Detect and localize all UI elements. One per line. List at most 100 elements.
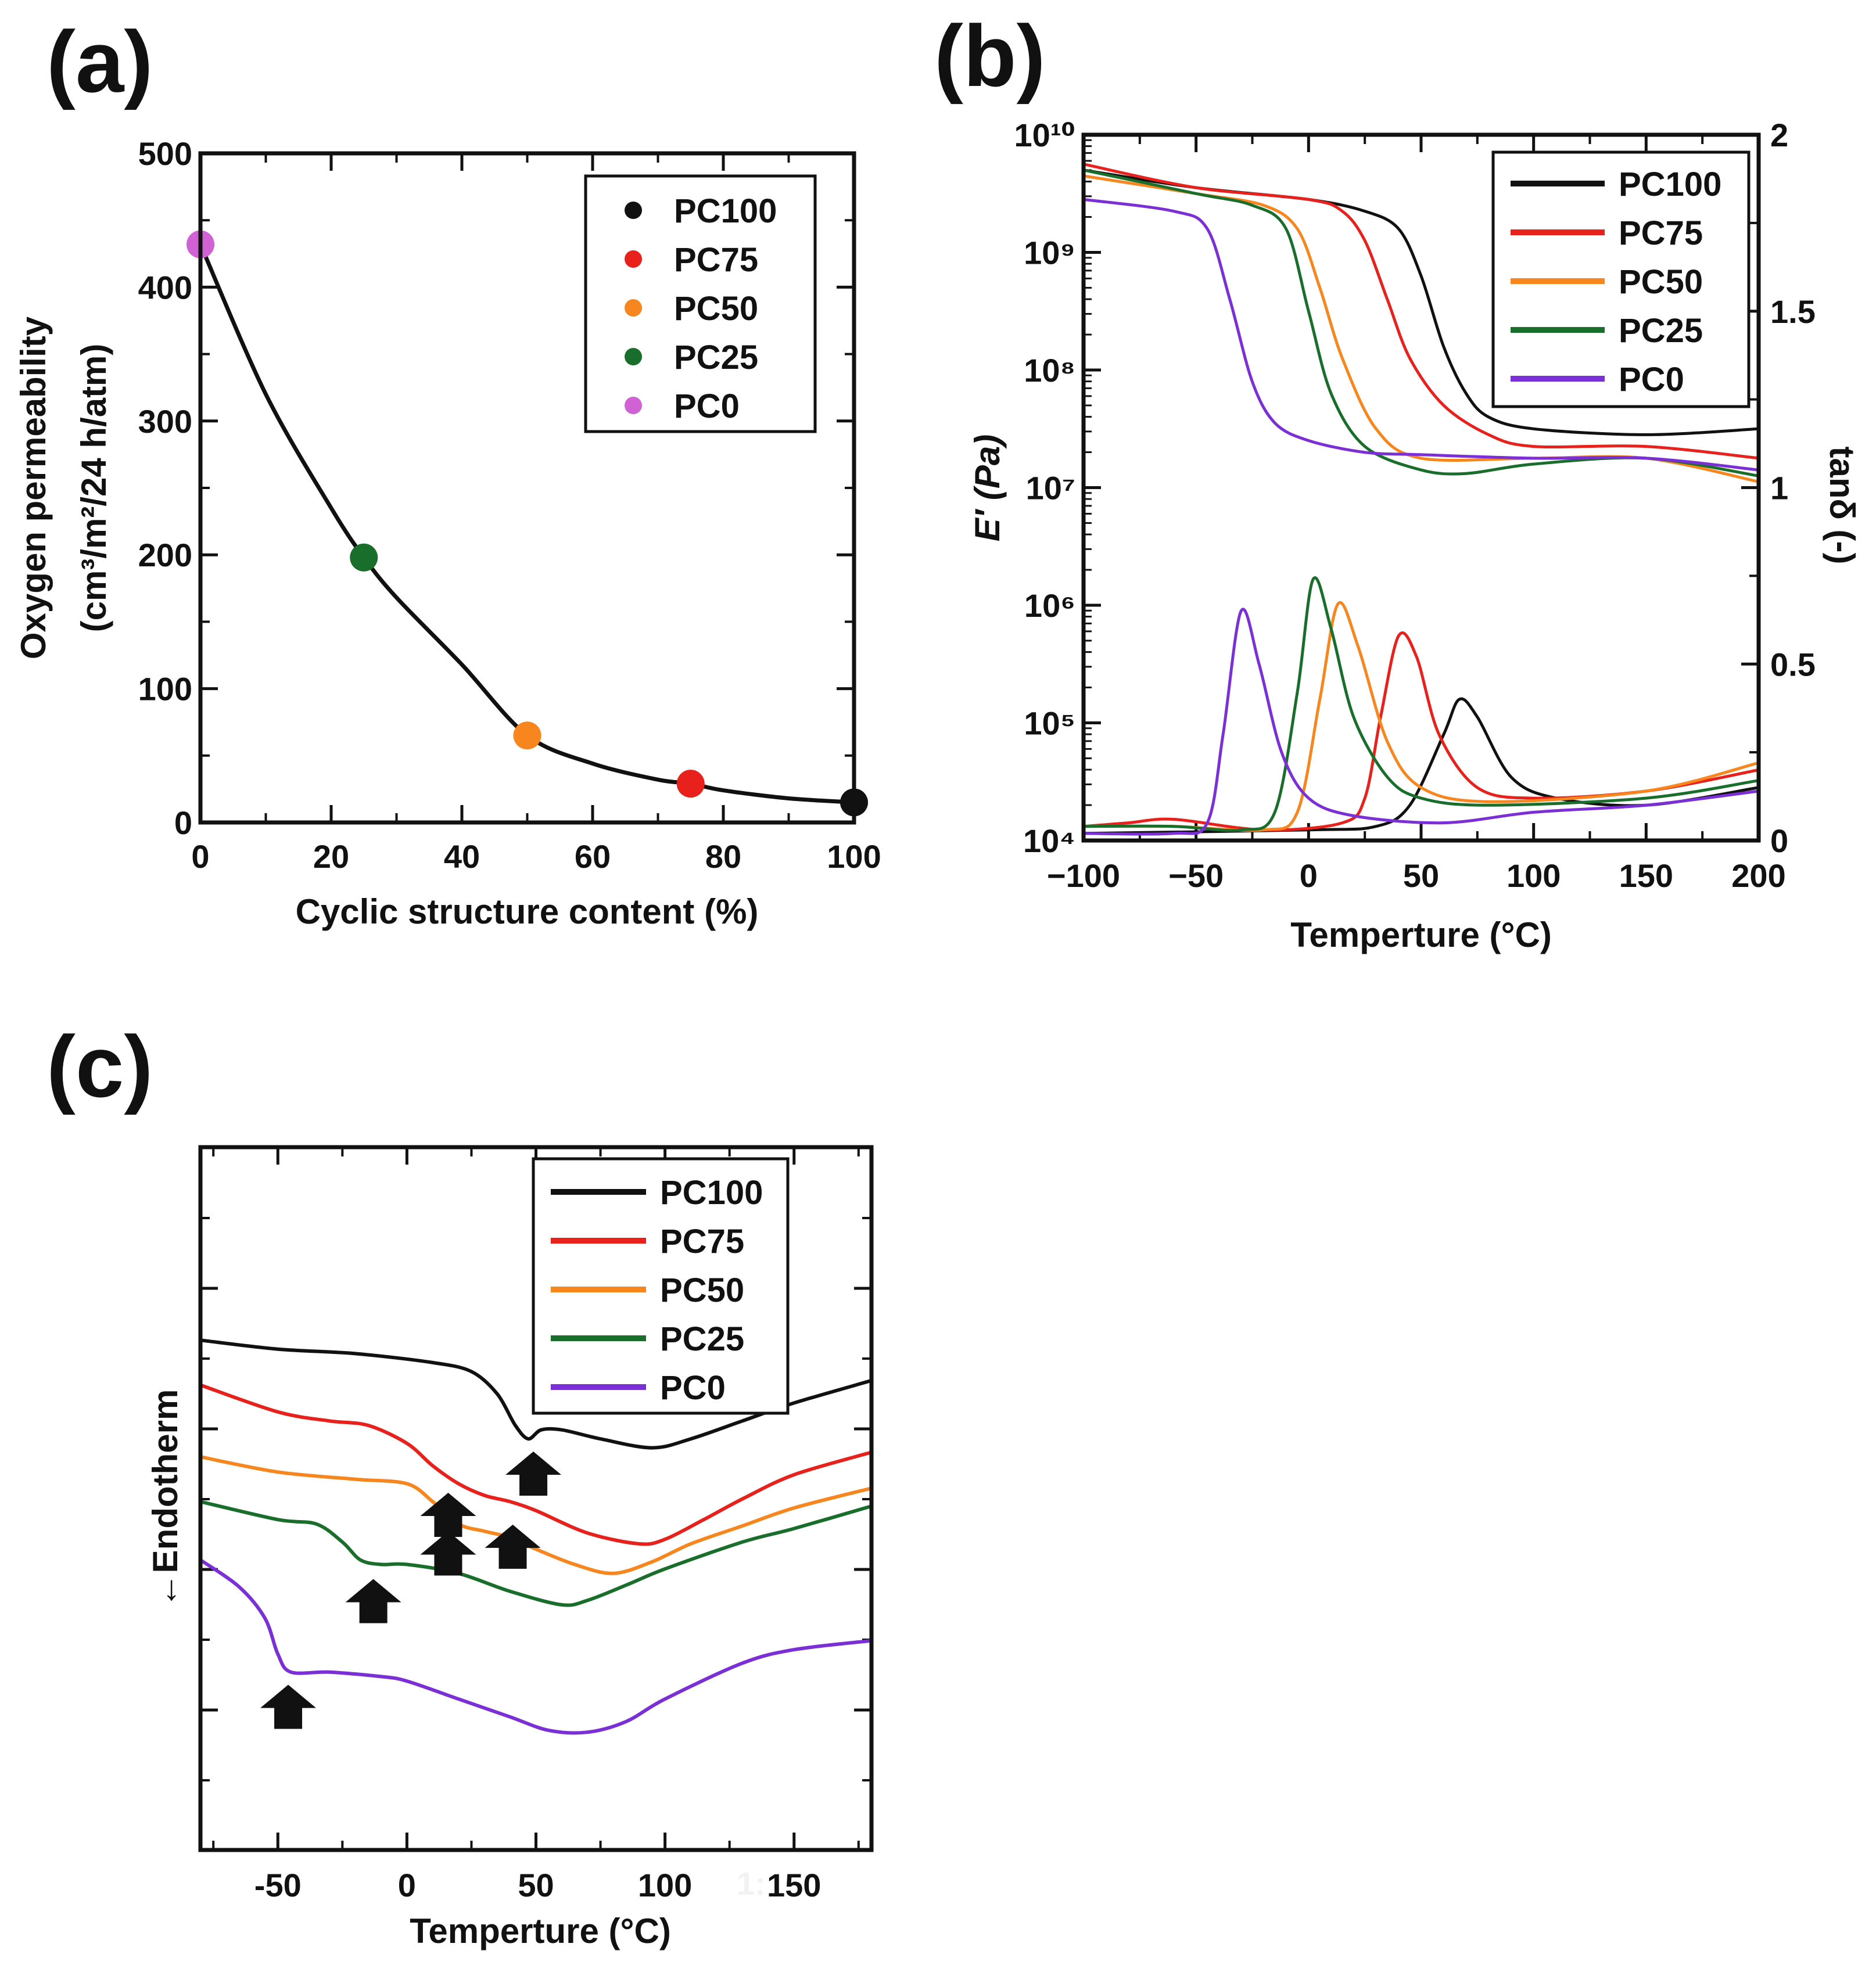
panel-c-legend-label-pc0: PC0 (660, 1369, 726, 1407)
panel-b-modulus-pc75 (1083, 163, 1759, 460)
panel-a-legend-marker-pc25 (625, 348, 642, 365)
panel-b-xtick-label: −100 (1047, 857, 1120, 894)
panel-b-legend-label-pc25: PC25 (1619, 312, 1703, 350)
panel-a-ytick-label: 100 (138, 671, 192, 707)
panel-a-legend-label-pc50: PC50 (674, 290, 758, 328)
panel-c-legend-items: PC100 PC75 PC50 PC25 PC0 (551, 1174, 763, 1407)
panel-c-legend-label-pc75: PC75 (660, 1223, 744, 1260)
panel-b-legend-label-pc50: PC50 (1619, 263, 1703, 301)
panel-a-ytick-label: 400 (138, 269, 192, 306)
panel-c-legend: PC100 PC75 PC50 PC25 PC0 (532, 1157, 790, 1415)
panel-c-trace-pc100 (200, 1338, 872, 1450)
panel-c-trace-pc75 (200, 1383, 872, 1546)
panel-a-xtick-label: 100 (827, 838, 881, 875)
panel-a-legend-label-pc75: PC75 (674, 241, 758, 279)
panel-b-xtick-label: 200 (1731, 857, 1785, 894)
panel-b-tick-labels: −100 −50 0 50 100 150 200 10⁴ 10⁵ 10⁶ 10⁷ 10⁸ 10⁹ 10¹… (1014, 117, 1816, 894)
panel-a-legend-marker-pc75 (625, 250, 642, 268)
panel-a-legend: PC100 PC75 PC50 PC25 PC0 (584, 174, 817, 433)
panel-c: (c) -50 0 50 100 150 1: Temperture (°C) ←End… (46, 1018, 874, 1950)
panel-a-ylabel-line2: (cm³/m²/24 h/atm) (74, 344, 113, 633)
panel-a-xtick-label: 20 (313, 838, 349, 875)
panel-a-point-pc75 (676, 770, 705, 798)
panel-c-xtick-label: 50 (518, 1867, 554, 1903)
panel-c-legend-label-pc50: PC50 (660, 1271, 744, 1309)
panel-b-xtick-label: −50 (1168, 857, 1224, 894)
panel-b-legend-label-pc0: PC0 (1619, 361, 1684, 398)
panel-a-xtick-label: 0 (191, 838, 209, 875)
panel-c-trace-pc0 (199, 1558, 872, 1735)
panel-a-ytick-label: 0 (174, 804, 192, 841)
panel-b-modulus-pc0 (1083, 197, 1759, 472)
panel-b-legend-label-pc75: PC75 (1619, 214, 1703, 252)
panel-b-ytick-right-label: 0 (1770, 822, 1788, 859)
panel-c-tg-arrow-pc0 (260, 1684, 317, 1729)
panel-c-ylabel: ←Endotherm (146, 1389, 185, 1608)
panel-b-tandelta-pc0 (1083, 608, 1759, 836)
panel-a: (a) 0 20 40 60 80 100 0 100 200 300 400 500 Cyclic … (14, 13, 881, 931)
panel-a-ytick-label: 300 (138, 403, 192, 440)
panel-c-tg-arrow-pc25 (345, 1579, 401, 1623)
panel-a-letter: (a) (46, 13, 153, 110)
panel-c-xtick-label: -50 (254, 1867, 302, 1903)
panel-a-legend-box (584, 174, 817, 433)
panel-b-ylabel-right: tanδ (-) (1823, 447, 1861, 565)
panel-c-tg-arrow-pc75 (420, 1493, 476, 1537)
panel-b-xtick-label: 50 (1403, 857, 1439, 894)
panel-a-xlabel: Cyclic structure content (%) (296, 892, 759, 931)
panel-b-tandelta-pc100 (1083, 697, 1759, 835)
panel-b-ytick-left-label: 10⁴ (1023, 822, 1075, 859)
panel-a-ytick-label: 200 (138, 537, 192, 573)
panel-b-ytick-left-label: 10⁸ (1024, 352, 1075, 389)
panel-c-tg-arrow-pc100 (505, 1451, 562, 1496)
panel-b-ytick-left-label: 10⁵ (1024, 705, 1075, 742)
panel-c-legend-label-pc25: PC25 (660, 1320, 744, 1358)
panel-a-legend-items: PC100 PC75 PC50 PC25 PC0 (625, 192, 777, 425)
panel-b-ytick-right-label: 1.5 (1770, 293, 1816, 330)
panel-a-xtick-label: 60 (575, 838, 611, 875)
panel-c-stray-text: 1: (737, 1865, 766, 1902)
panel-a-point-pc50 (513, 721, 541, 750)
panel-b-legend-items: PC100 PC75 PC50 PC25 PC0 (1511, 166, 1721, 398)
panel-b-tandelta-pc75 (1083, 631, 1759, 832)
panel-b-xlabel: Temperture (°C) (1290, 915, 1552, 954)
panel-a-legend-marker-pc0 (625, 397, 642, 414)
panel-a-legend-marker-pc50 (625, 299, 642, 317)
panel-c-xlabel: Temperture (°C) (410, 1912, 671, 1950)
panel-a-plot (186, 230, 868, 817)
panel-b-ytick-right-label: 1 (1770, 470, 1788, 506)
panel-a-ylabel-line1: Oxygen permeability (14, 316, 53, 659)
panel-a-frame (198, 151, 856, 825)
panel-a-xtick-label: 80 (705, 838, 741, 875)
panel-b-legend-label-pc100: PC100 (1619, 166, 1721, 203)
panel-c-xtick-label: 0 (398, 1867, 416, 1903)
panel-a-ytick-label: 500 (138, 135, 192, 172)
panel-b-plot (1083, 163, 1759, 836)
panel-b-xtick-label: 150 (1619, 857, 1673, 894)
panel-a-legend-label-pc100: PC100 (674, 192, 777, 230)
panel-c-legend-label-pc100: PC100 (660, 1174, 763, 1212)
panel-b-legend: PC100 PC75 PC50 PC25 PC0 (1491, 150, 1751, 408)
panel-b-ytick-left-label: 10⁹ (1024, 235, 1075, 271)
panel-a-legend-label-pc0: PC0 (674, 387, 740, 425)
panel-b-ytick-right-label: 0.5 (1770, 646, 1816, 682)
panel-c-tg-arrows (260, 1451, 562, 1729)
panel-b-modulus-pc25 (1083, 168, 1759, 477)
panel-b-letter: (b) (934, 7, 1046, 105)
panel-a-legend-label-pc25: PC25 (674, 339, 758, 376)
panel-a-fit-curve (198, 243, 855, 804)
panel-b-tandelta-pc25 (1083, 576, 1759, 832)
panel-b-frame (1081, 132, 1761, 843)
panel-c-legend-box (532, 1157, 790, 1415)
panel-a-xtick-label: 40 (444, 838, 480, 875)
panel-c-trace-pc25 (200, 1500, 872, 1607)
panel-c-tick-labels: -50 0 50 100 150 (254, 1867, 822, 1903)
panel-a-legend-marker-pc100 (625, 202, 642, 219)
panel-c-tg-arrow-pc75 (485, 1524, 541, 1569)
panel-c-letter: (c) (46, 1018, 153, 1115)
panel-b-ytick-left-label: 10¹⁰ (1014, 117, 1075, 153)
panel-b: (b) −100 −50 0 50 100 150 20010⁴10⁵10⁶10⁷10⁸10… (934, 7, 1861, 954)
panel-c-tg-arrow-pc50 (420, 1531, 476, 1576)
panel-b-ytick-right-label: 2 (1770, 117, 1788, 153)
